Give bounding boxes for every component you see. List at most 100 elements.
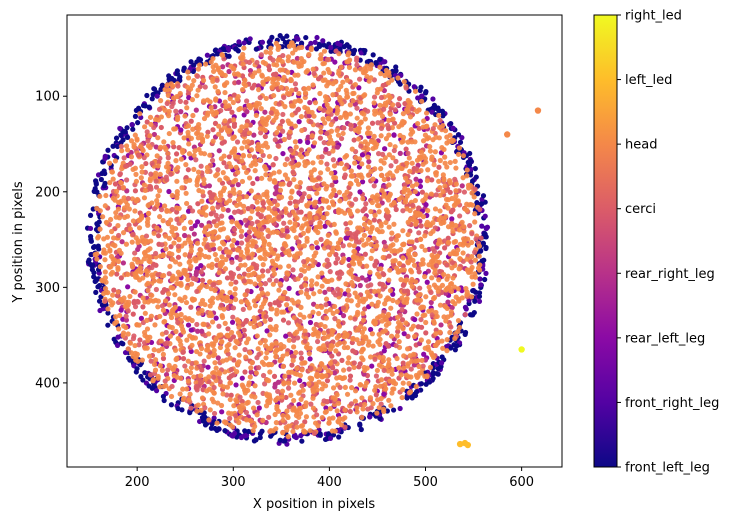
scatter-point	[171, 373, 177, 379]
scatter-point	[296, 119, 302, 125]
scatter-point	[167, 324, 173, 330]
scatter-point	[128, 350, 134, 356]
scatter-point	[314, 245, 321, 251]
scatter-point	[400, 134, 407, 140]
scatter-point	[151, 86, 157, 92]
scatter-point	[201, 205, 208, 211]
scatter-point	[316, 330, 322, 336]
scatter-point	[403, 85, 409, 91]
scatter-point	[328, 193, 334, 199]
scatter-point	[273, 420, 279, 426]
scatter-point	[215, 216, 221, 222]
scatter-point	[211, 219, 217, 225]
scatter-point	[149, 160, 155, 166]
scatter-point	[397, 405, 403, 412]
scatter-point	[240, 306, 246, 312]
scatter-point	[403, 300, 410, 306]
scatter-point	[282, 104, 288, 110]
scatter-point	[466, 202, 472, 208]
scatter-point	[107, 179, 113, 186]
scatter-point	[391, 147, 397, 154]
scatter-point	[395, 101, 401, 107]
scatter-point	[140, 377, 146, 383]
scatter-point	[134, 322, 140, 328]
scatter-point	[364, 289, 370, 295]
scatter-point	[135, 152, 141, 158]
scatter-point	[369, 120, 376, 126]
scatter-point	[373, 258, 379, 264]
scatter-point	[193, 360, 199, 366]
scatter-point	[395, 269, 401, 275]
scatter-point	[447, 180, 454, 186]
scatter-point	[104, 234, 111, 240]
scatter-point	[118, 340, 125, 346]
scatter-point	[190, 112, 196, 119]
scatter-point	[340, 313, 347, 319]
scatter-point	[348, 168, 354, 174]
scatter-point	[117, 171, 123, 177]
scatter-point	[386, 152, 392, 158]
scatter-point	[419, 357, 425, 364]
scatter-point	[166, 188, 172, 195]
scatter-point	[351, 360, 357, 366]
scatter-point	[413, 358, 419, 364]
scatter-point	[412, 251, 418, 258]
scatter-point	[347, 408, 353, 415]
scatter-point	[162, 203, 168, 209]
scatter-point	[115, 223, 121, 229]
scatter-point	[119, 148, 125, 154]
scatter-point	[110, 292, 116, 298]
scatter-point	[156, 348, 162, 354]
scatter-point	[249, 360, 255, 366]
scatter-point	[177, 391, 183, 397]
scatter-point	[175, 243, 181, 249]
scatter-point	[432, 270, 438, 276]
scatter-point	[396, 96, 403, 102]
scatter-point	[355, 208, 361, 214]
scatter-point	[232, 286, 238, 292]
scatter-point	[429, 312, 435, 318]
scatter-point	[370, 194, 376, 200]
scatter-point	[300, 223, 306, 229]
scatter-point	[110, 176, 116, 182]
scatter-point	[321, 330, 327, 336]
scatter-point	[174, 68, 180, 74]
scatter-point	[400, 386, 406, 393]
scatter-point	[195, 201, 201, 207]
scatter-point	[221, 160, 227, 166]
scatter-point	[184, 285, 190, 291]
scatter-point	[248, 147, 255, 153]
scatter-point	[418, 381, 425, 387]
scatter-point	[97, 264, 103, 270]
scatter-point	[260, 143, 266, 149]
scatter-point	[266, 392, 272, 398]
scatter-point	[298, 289, 304, 295]
scatter-point	[382, 382, 388, 388]
scatter-point	[437, 157, 443, 164]
scatter-point	[424, 178, 430, 184]
scatter-point	[387, 191, 393, 197]
scatter-point	[327, 307, 333, 313]
scatter-point	[269, 34, 275, 40]
scatter-point	[283, 243, 289, 249]
scatter-point	[267, 50, 273, 56]
scatter-point	[398, 322, 404, 328]
scatter-point	[437, 329, 443, 335]
scatter-point	[247, 320, 254, 327]
scatter-point	[323, 302, 329, 308]
scatter-point	[347, 373, 354, 379]
scatter-point	[354, 115, 360, 121]
scatter-point	[199, 328, 205, 334]
scatter-point	[335, 40, 341, 46]
scatter-point	[102, 275, 108, 281]
scatter-point	[181, 135, 187, 141]
scatter-point	[115, 334, 121, 340]
scatter-point	[316, 175, 322, 181]
scatter-point	[347, 122, 354, 128]
scatter-point	[386, 277, 392, 283]
scatter-point	[296, 243, 302, 249]
scatter-point	[302, 216, 308, 222]
scatter-point	[248, 279, 254, 285]
scatter-point	[129, 239, 135, 245]
scatter-point	[231, 117, 237, 123]
